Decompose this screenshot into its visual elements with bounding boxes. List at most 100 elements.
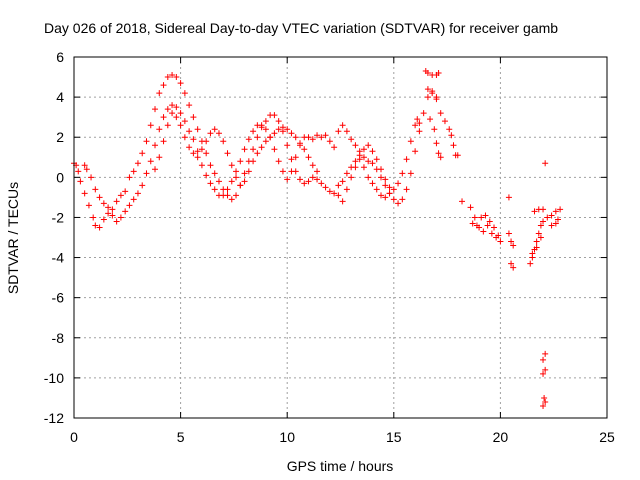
data-point — [326, 138, 333, 145]
data-point — [508, 238, 515, 245]
y-tick-label: -8 — [52, 330, 65, 346]
data-point — [262, 138, 269, 145]
data-point — [190, 136, 197, 143]
data-point — [416, 128, 423, 135]
data-point — [373, 186, 380, 193]
data-point — [296, 176, 303, 183]
data-point — [92, 222, 99, 229]
data-point — [557, 206, 564, 213]
data-point — [429, 88, 436, 95]
data-point — [296, 140, 303, 147]
data-point — [305, 134, 312, 141]
data-point — [152, 142, 159, 149]
data-point — [130, 196, 137, 203]
data-point — [100, 200, 107, 207]
data-point — [284, 126, 291, 133]
data-point — [491, 224, 498, 231]
y-axis-label: SDTVAR / TECUs — [5, 182, 21, 294]
data-point — [245, 168, 252, 175]
data-point — [335, 128, 342, 135]
data-point — [177, 80, 184, 87]
data-point — [314, 132, 321, 139]
data-point — [250, 158, 257, 165]
data-point — [412, 122, 419, 129]
data-point — [454, 152, 461, 159]
y-tick-label: 6 — [56, 49, 64, 65]
data-point — [548, 222, 555, 229]
data-point — [233, 174, 240, 181]
data-point — [194, 148, 201, 155]
data-point — [254, 134, 261, 141]
grid-lines — [74, 57, 607, 418]
data-point — [160, 138, 167, 145]
data-point — [339, 122, 346, 129]
data-point — [113, 218, 120, 225]
data-point — [309, 136, 316, 143]
data-point — [386, 190, 393, 197]
data-point — [288, 156, 295, 163]
data-point — [100, 216, 107, 223]
data-point — [186, 144, 193, 151]
data-point — [126, 174, 133, 181]
data-point — [335, 192, 342, 199]
data-point — [510, 242, 517, 249]
data-point — [181, 90, 188, 97]
data-point — [215, 130, 222, 137]
data-point — [279, 124, 286, 131]
data-point — [348, 164, 355, 171]
data-point — [207, 130, 214, 137]
data-point — [441, 118, 448, 125]
data-point — [147, 122, 154, 129]
data-point — [531, 208, 538, 215]
data-point — [301, 146, 308, 153]
data-point — [169, 72, 176, 79]
data-point — [211, 126, 218, 133]
data-point — [533, 238, 540, 245]
data-point — [488, 230, 495, 237]
data-point — [542, 398, 549, 405]
data-point — [177, 122, 184, 129]
x-tick-label: 10 — [279, 429, 295, 445]
y-tick-label: -6 — [52, 290, 65, 306]
x-axis-label: GPS time / hours — [287, 458, 394, 474]
data-point — [164, 122, 171, 129]
data-point — [258, 122, 265, 129]
y-tick-label: -2 — [52, 209, 65, 225]
data-point — [414, 116, 421, 123]
data-point — [211, 186, 218, 193]
data-point — [505, 230, 512, 237]
data-point — [318, 134, 325, 141]
data-point — [407, 170, 414, 177]
data-point — [390, 186, 397, 193]
data-point — [117, 214, 124, 221]
data-point — [486, 218, 493, 225]
data-point — [540, 206, 547, 213]
data-point — [186, 102, 193, 109]
data-point — [143, 138, 150, 145]
data-point — [288, 130, 295, 137]
data-point — [437, 110, 444, 117]
data-point — [473, 222, 480, 229]
data-point — [215, 178, 222, 185]
data-point — [339, 178, 346, 185]
data-point — [224, 150, 231, 157]
data-point — [548, 212, 555, 219]
data-point — [407, 138, 414, 145]
data-point — [169, 102, 176, 109]
data-point — [194, 154, 201, 161]
data-point — [335, 182, 342, 189]
data-point — [164, 74, 171, 81]
data-point — [254, 150, 261, 157]
data-point — [220, 138, 227, 145]
data-point — [147, 158, 154, 165]
y-tick-label: 0 — [56, 169, 64, 185]
data-point — [241, 146, 248, 153]
data-point — [164, 106, 171, 113]
data-point — [139, 150, 146, 157]
data-point — [271, 146, 278, 153]
data-point — [143, 170, 150, 177]
data-point — [365, 142, 372, 149]
x-tick-label: 0 — [70, 429, 78, 445]
data-point — [77, 178, 84, 185]
